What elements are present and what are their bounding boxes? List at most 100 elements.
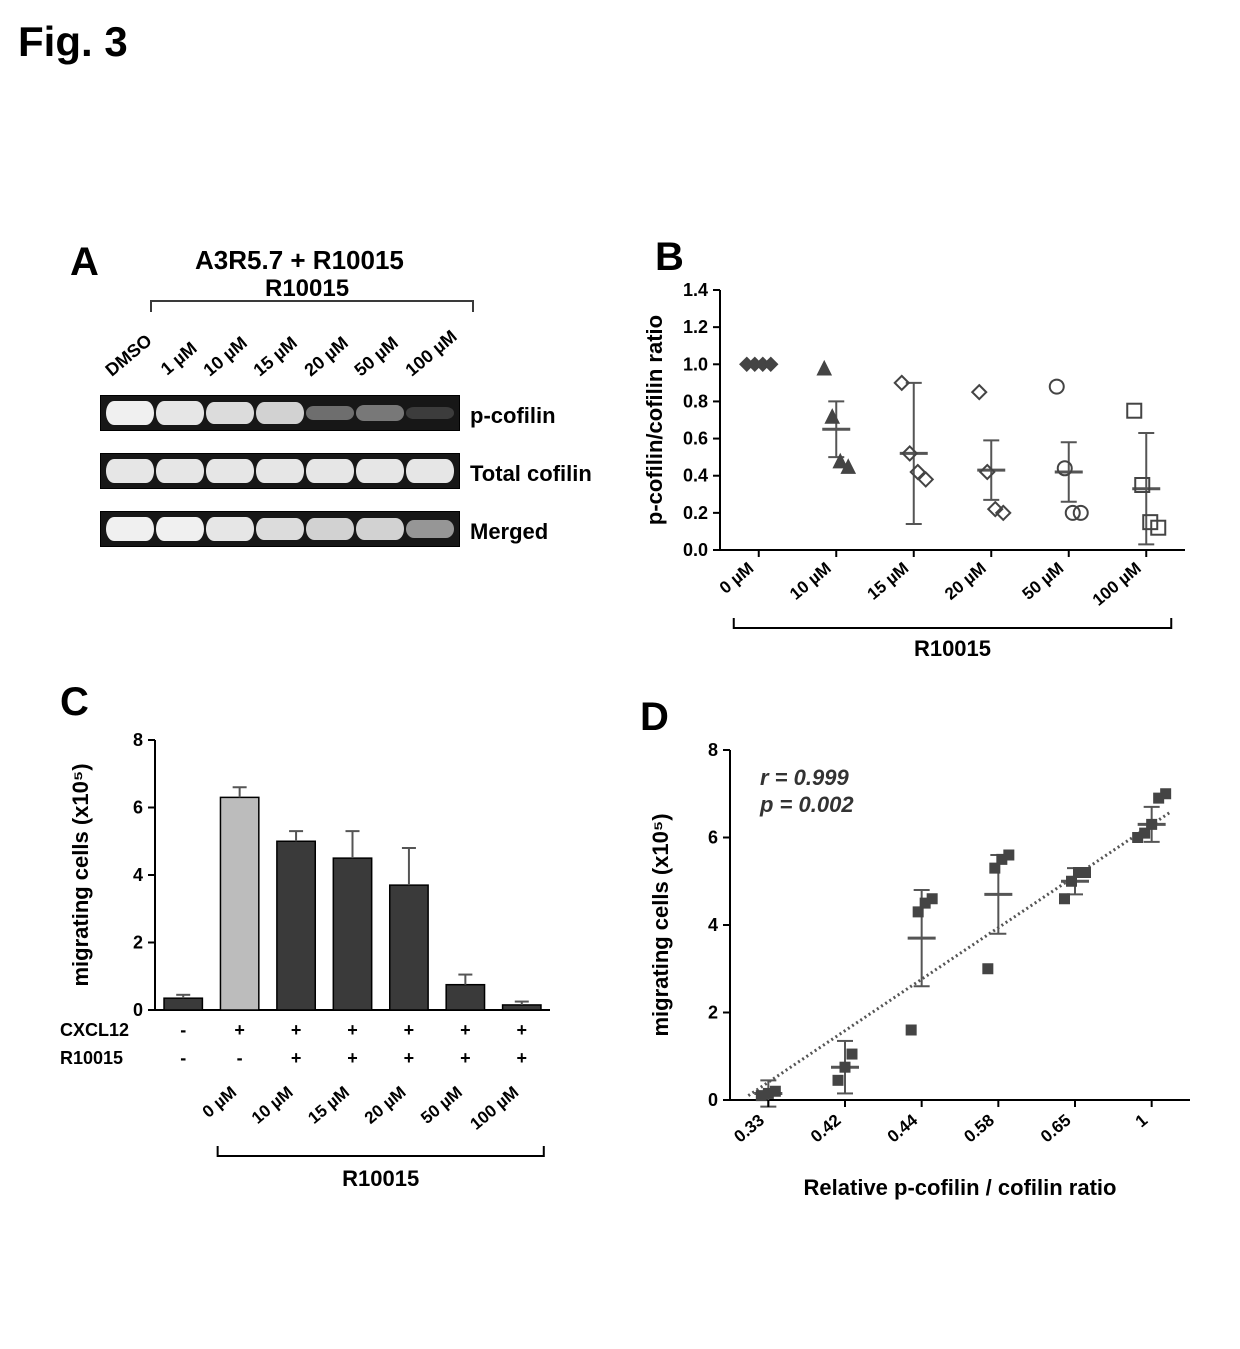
gel-row-label: Merged bbox=[470, 519, 548, 545]
gel-row-label: p-cofilin bbox=[470, 403, 556, 429]
panel-c-chart: 0 2 4 6 8 migrating cells (x10⁵) CXCL12 R10015 -… bbox=[60, 730, 560, 1260]
svg-text:0: 0 bbox=[133, 1000, 143, 1020]
svg-text:+: + bbox=[460, 1020, 471, 1040]
svg-text:0: 0 bbox=[708, 1090, 718, 1110]
gel-band bbox=[106, 401, 154, 425]
lane-label: 15 µM bbox=[250, 333, 302, 381]
svg-text:-: - bbox=[180, 1048, 186, 1068]
gel-band bbox=[206, 402, 254, 425]
svg-text:4: 4 bbox=[133, 865, 143, 885]
lane-label: 10 µM bbox=[200, 333, 252, 381]
svg-text:20 µM: 20 µM bbox=[361, 1083, 410, 1128]
svg-text:100 µM: 100 µM bbox=[1089, 559, 1145, 610]
panel-a-lane-labels: DMSO1 µM10 µM15 µM20 µM50 µM100 µM bbox=[115, 360, 475, 381]
svg-text:8: 8 bbox=[133, 730, 143, 750]
svg-text:20 µM: 20 µM bbox=[941, 559, 990, 604]
svg-text:+: + bbox=[460, 1048, 471, 1068]
svg-text:0.42: 0.42 bbox=[807, 1111, 845, 1147]
svg-text:0.58: 0.58 bbox=[960, 1111, 998, 1147]
svg-text:r = 0.999: r = 0.999 bbox=[760, 765, 849, 790]
svg-text:+: + bbox=[517, 1020, 528, 1040]
svg-text:R10015: R10015 bbox=[342, 1166, 419, 1191]
svg-text:0.44: 0.44 bbox=[884, 1110, 922, 1146]
svg-text:0.4: 0.4 bbox=[683, 466, 708, 486]
svg-text:migrating cells (x10⁵): migrating cells (x10⁵) bbox=[68, 763, 93, 986]
lane-label: DMSO bbox=[102, 330, 157, 381]
svg-text:4: 4 bbox=[708, 915, 718, 935]
blot-row: p-cofilin bbox=[100, 395, 460, 431]
gel-band bbox=[206, 517, 254, 540]
panel-b-chart: 0.00.20.40.60.81.01.21.4p-cofilin/cofili… bbox=[640, 280, 1200, 680]
gel-band bbox=[256, 459, 304, 482]
gel-row-label: Total cofilin bbox=[470, 461, 592, 487]
svg-text:50 µM: 50 µM bbox=[417, 1083, 466, 1128]
gel-band bbox=[406, 407, 454, 418]
svg-text:-: - bbox=[237, 1048, 243, 1068]
lane-label: 50 µM bbox=[351, 333, 403, 381]
panel-a-bracket bbox=[150, 300, 474, 312]
svg-text:1.4: 1.4 bbox=[683, 280, 708, 300]
svg-text:0.2: 0.2 bbox=[683, 503, 708, 523]
svg-text:+: + bbox=[517, 1048, 528, 1068]
gel-band bbox=[356, 405, 404, 421]
svg-text:+: + bbox=[404, 1048, 415, 1068]
gel-band bbox=[156, 459, 204, 482]
svg-text:50 µM: 50 µM bbox=[1019, 559, 1068, 604]
svg-text:1.0: 1.0 bbox=[683, 354, 708, 374]
svg-text:100 µM: 100 µM bbox=[466, 1083, 522, 1134]
panel-a-subtitle: R10015 bbox=[265, 275, 349, 303]
panel-letter-b: B bbox=[655, 235, 684, 280]
figure-label: Fig. 3 bbox=[18, 18, 128, 66]
lane-label: 100 µM bbox=[401, 326, 461, 381]
gel-band bbox=[206, 459, 254, 482]
svg-text:0.33: 0.33 bbox=[730, 1111, 768, 1147]
svg-text:10 µM: 10 µM bbox=[248, 1083, 297, 1128]
svg-text:1.2: 1.2 bbox=[683, 317, 708, 337]
blot-row: Total cofilin bbox=[100, 453, 460, 489]
gel-band bbox=[106, 517, 154, 541]
panel-letter-d: D bbox=[640, 695, 669, 740]
svg-text:2: 2 bbox=[708, 1003, 718, 1023]
svg-text:0.6: 0.6 bbox=[683, 429, 708, 449]
gel-band bbox=[306, 518, 354, 540]
lane-label: 20 µM bbox=[300, 333, 352, 381]
svg-text:p-cofilin/cofilin ratio: p-cofilin/cofilin ratio bbox=[642, 315, 667, 525]
gel-band bbox=[256, 518, 304, 541]
svg-text:0 µM: 0 µM bbox=[199, 1083, 240, 1122]
gel-band bbox=[356, 459, 404, 482]
gel-band bbox=[356, 518, 404, 540]
svg-text:15 µM: 15 µM bbox=[304, 1083, 353, 1128]
blot-row: Merged bbox=[100, 511, 460, 547]
gel-band bbox=[156, 401, 204, 424]
svg-text:R10015: R10015 bbox=[914, 636, 991, 661]
gel-band bbox=[306, 459, 354, 482]
svg-text:Relative p-cofilin / cofilin r: Relative p-cofilin / cofilin ratio bbox=[804, 1175, 1117, 1200]
lane-label: 1 µM bbox=[156, 337, 203, 381]
svg-text:0.8: 0.8 bbox=[683, 391, 708, 411]
svg-text:15 µM: 15 µM bbox=[864, 559, 913, 604]
svg-text:2: 2 bbox=[133, 933, 143, 953]
svg-text:6: 6 bbox=[133, 798, 143, 818]
svg-text:migrating cells (x10⁵): migrating cells (x10⁵) bbox=[648, 813, 673, 1036]
panel-a-title: A3R5.7 + R10015 bbox=[195, 245, 404, 276]
svg-text:R10015: R10015 bbox=[60, 1048, 123, 1068]
panel-letter-c: C bbox=[60, 680, 89, 725]
panel-letter-a: A bbox=[70, 240, 99, 285]
svg-text:6: 6 bbox=[708, 828, 718, 848]
svg-text:+: + bbox=[404, 1020, 415, 1040]
panel-d-chart: 0 2 4 6 8 migrating cells (x10⁵) 0.33 0.42 0.44 0… bbox=[640, 740, 1210, 1240]
gel-band bbox=[306, 406, 354, 421]
svg-text:+: + bbox=[347, 1020, 358, 1040]
svg-text:+: + bbox=[291, 1020, 302, 1040]
svg-text:+: + bbox=[234, 1020, 245, 1040]
gel-band bbox=[406, 520, 454, 538]
svg-text:p = 0.002: p = 0.002 bbox=[759, 792, 854, 817]
svg-text:0.65: 0.65 bbox=[1037, 1111, 1075, 1147]
svg-text:CXCL12: CXCL12 bbox=[60, 1020, 129, 1040]
svg-text:+: + bbox=[291, 1048, 302, 1068]
svg-text:-: - bbox=[180, 1020, 186, 1040]
gel-band bbox=[256, 402, 304, 424]
svg-text:8: 8 bbox=[708, 740, 718, 760]
gel-band bbox=[406, 459, 454, 482]
svg-text:10 µM: 10 µM bbox=[786, 559, 835, 604]
